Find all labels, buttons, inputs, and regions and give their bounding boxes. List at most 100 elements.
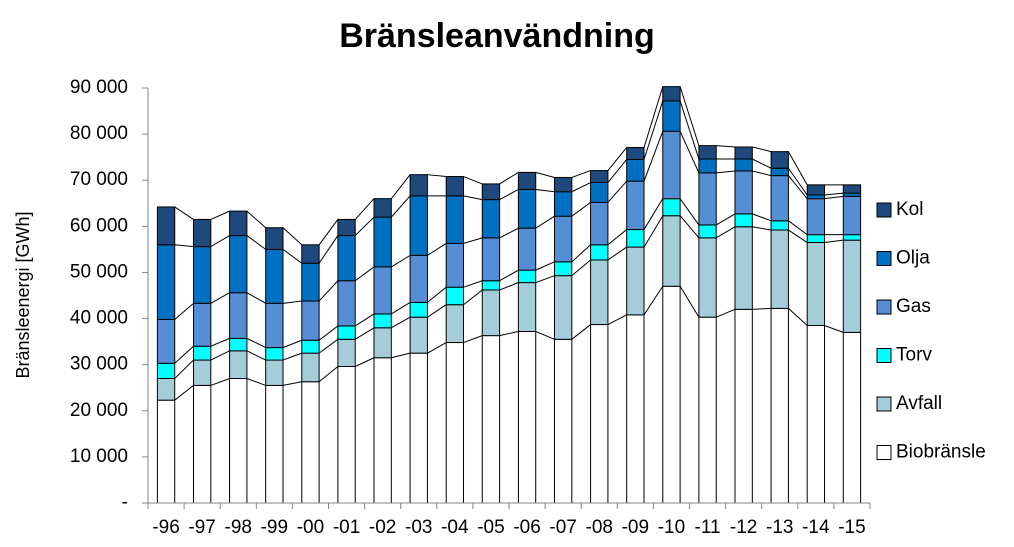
bar-segment — [192, 246, 212, 304]
bar-segment — [734, 308, 753, 504]
y-tick-label: 20 000 — [70, 400, 128, 421]
bar-segment — [337, 366, 356, 504]
bar-segment — [806, 184, 826, 196]
series-line — [716, 145, 736, 148]
series-line — [463, 289, 483, 306]
x-tick-label: -11 — [695, 517, 721, 538]
series-line — [752, 170, 772, 177]
x-tick-label: -05 — [477, 517, 504, 538]
series-line — [427, 342, 447, 354]
bar-segment — [192, 384, 212, 504]
legend-label: Avfall — [896, 393, 942, 414]
bar-segment — [301, 262, 320, 302]
series-line — [679, 100, 700, 160]
series-line — [318, 366, 339, 383]
bar-segment — [734, 213, 753, 228]
series-line — [463, 280, 483, 288]
x-tick-label: -09 — [622, 517, 649, 538]
y-tick-label: 90 000 — [70, 77, 128, 98]
series-line — [499, 282, 519, 291]
bar-segment — [842, 234, 862, 241]
legend-label: Torv — [896, 345, 932, 366]
series-line — [463, 176, 483, 185]
bar-segment — [626, 180, 645, 231]
bar-segment — [409, 195, 428, 256]
bar-segment — [337, 338, 356, 368]
bar-segment — [590, 201, 609, 246]
series-line — [499, 269, 519, 282]
series-line — [391, 316, 411, 329]
legend-label: Olja — [896, 248, 930, 269]
bar-segment — [265, 384, 284, 504]
series-line — [427, 304, 447, 318]
bar-segment — [229, 337, 248, 352]
bar-segment — [409, 316, 428, 354]
bar-segment — [662, 100, 681, 132]
bar-segment — [806, 198, 826, 236]
series-line — [463, 335, 483, 344]
series-line — [607, 229, 628, 246]
series-line — [607, 159, 628, 183]
x-tick-label: -00 — [297, 517, 324, 538]
bar-segment — [229, 292, 248, 339]
legend-label: Biobränsle — [896, 442, 986, 463]
x-tick-label: -15 — [838, 517, 865, 538]
bar-segment — [301, 352, 320, 383]
bar-segment — [517, 171, 537, 190]
series-line — [463, 237, 483, 244]
bar-segment — [698, 316, 717, 504]
bar-segment — [192, 345, 212, 361]
series-line — [643, 86, 664, 148]
series-line — [246, 235, 266, 250]
bar-segment — [445, 286, 465, 306]
series-line — [174, 385, 194, 401]
series-line — [715, 226, 736, 239]
bar-segment — [553, 191, 573, 217]
series-line — [715, 213, 736, 226]
bar-segment — [553, 275, 573, 340]
series-line — [354, 198, 375, 220]
bar-segment — [662, 130, 681, 200]
series-line — [788, 220, 808, 236]
y-tick-label: 10 000 — [70, 446, 128, 467]
bar-segment — [553, 261, 573, 277]
x-tick-label: -99 — [261, 517, 288, 538]
bar-segment — [156, 244, 176, 320]
bar-segment — [590, 170, 609, 184]
bar-segment — [806, 324, 826, 504]
x-tick-label: -03 — [405, 517, 432, 538]
bar-segment — [698, 224, 717, 239]
bar-segment — [265, 347, 284, 361]
bar-segment — [626, 158, 645, 182]
y-tick-label: 60 000 — [70, 215, 128, 236]
bar-segment — [301, 339, 320, 354]
bar-segment — [698, 237, 717, 318]
series-line — [463, 195, 483, 201]
series-line — [824, 195, 844, 200]
bar-segment — [481, 237, 501, 282]
legend-label: Gas — [896, 296, 931, 317]
bar-segment — [770, 151, 789, 169]
bar-segment — [445, 242, 465, 288]
bar-segment — [770, 175, 789, 222]
series-line — [571, 170, 591, 178]
series-line — [535, 261, 555, 271]
bar-segment — [301, 244, 320, 264]
series-line — [643, 286, 664, 316]
bar-segment — [770, 167, 789, 177]
series-line — [499, 171, 519, 185]
bar-segment — [842, 331, 862, 504]
series-line — [210, 292, 230, 304]
series-line — [535, 171, 555, 178]
series-line — [174, 244, 194, 248]
chart-title: Bränsleanvändning — [339, 17, 655, 55]
bar-segment — [337, 280, 356, 327]
bar-segment — [590, 324, 609, 504]
bar-segment — [192, 218, 212, 248]
series-line — [788, 308, 808, 326]
series-line — [824, 239, 844, 243]
series-line — [427, 286, 447, 303]
legend-label: Kol — [896, 199, 923, 220]
legend-swatch — [876, 299, 892, 315]
bar-segment — [734, 158, 753, 172]
